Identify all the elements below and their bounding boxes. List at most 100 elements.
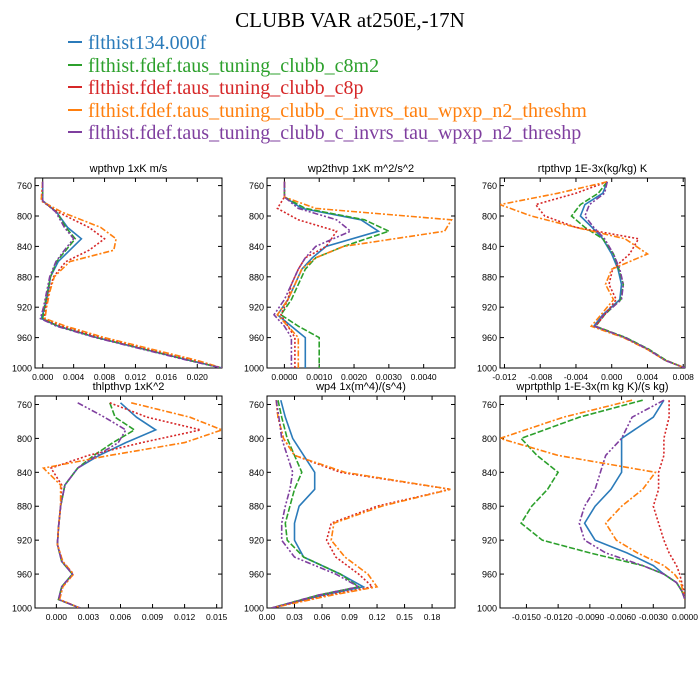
- x-tick-label: 0.000: [46, 612, 68, 622]
- y-tick-label: 960: [249, 570, 264, 580]
- x-tick-label: -0.004: [564, 372, 588, 382]
- series-line: [276, 181, 338, 368]
- y-tick-label: 1000: [244, 604, 264, 614]
- series-line: [56, 402, 158, 608]
- y-tick-label: 840: [482, 242, 497, 252]
- y-tick-label: 960: [482, 570, 497, 580]
- y-tick-label: 840: [482, 468, 497, 478]
- x-tick-label: -0.0060: [607, 612, 636, 622]
- x-tick-label: 0.020: [187, 372, 209, 382]
- chart-panel: thlpthvp 1xK^2 760 800 840 880 920 960 1000 0.00…: [12, 381, 228, 622]
- y-tick-label: 960: [249, 333, 264, 343]
- y-tick-label: 760: [17, 181, 32, 191]
- series-line: [276, 181, 453, 368]
- series-line: [271, 400, 361, 608]
- panel-title: rtpthvp 1E-3x(kg/kg) K: [538, 163, 648, 175]
- y-tick-label: 960: [17, 570, 32, 580]
- x-tick-label: 0.0000: [672, 612, 698, 622]
- y-tick-label: 880: [249, 502, 264, 512]
- y-tick-label: 1000: [477, 364, 497, 374]
- series-line: [271, 400, 361, 608]
- series-line: [579, 181, 685, 368]
- plot-frame: [34, 177, 223, 369]
- legend-item: flthist.fdef.taus_tuning_clubb_c8p: [68, 77, 587, 100]
- y-tick-label: 920: [249, 536, 264, 546]
- plot-frame: [34, 395, 223, 609]
- series-line: [39, 181, 222, 368]
- y-tick-label: 920: [482, 303, 497, 313]
- y-tick-label: 920: [482, 536, 497, 546]
- y-tick-label: 840: [249, 468, 264, 478]
- series-line: [56, 402, 127, 608]
- x-tick-label: 0.009: [142, 612, 164, 622]
- series-line: [40, 181, 222, 368]
- x-tick-label: 0.06: [314, 612, 331, 622]
- y-tick-label: 1000: [12, 604, 32, 614]
- series-line: [271, 399, 366, 608]
- legend-label: flthist134.000f: [88, 32, 207, 54]
- x-tick-label: 0.008: [94, 372, 116, 382]
- chart-panel: wpthvp 1xK m/s76080084088092096010000.00…: [12, 163, 223, 382]
- legend-swatch: [68, 63, 82, 66]
- series-line: [41, 181, 222, 368]
- x-tick-label: -0.0150: [512, 612, 541, 622]
- y-tick-label: 800: [17, 212, 32, 222]
- legend-swatch: [68, 108, 82, 111]
- x-tick-label: -0.0030: [639, 612, 668, 622]
- series-line: [583, 181, 685, 368]
- x-tick-label: -0.0120: [544, 612, 573, 622]
- y-tick-label: 800: [482, 212, 497, 222]
- x-tick-label: -0.012: [492, 372, 516, 382]
- x-tick-label: 0.09: [341, 612, 358, 622]
- y-tick-label: 800: [17, 434, 32, 444]
- x-tick-label: 0.0040: [411, 372, 437, 382]
- y-tick-label: 880: [482, 272, 497, 282]
- x-tick-label: 0.00: [259, 612, 276, 622]
- y-tick-label: 760: [249, 400, 264, 410]
- y-tick-label: 800: [482, 434, 497, 444]
- legend-label: flthist.fdef.taus_tuning_clubb_c8p: [88, 77, 364, 99]
- x-tick-label: 0.012: [174, 612, 196, 622]
- y-tick-label: 920: [17, 536, 32, 546]
- y-tick-label: 880: [482, 502, 497, 512]
- x-tick-label: 0.012: [125, 372, 147, 382]
- series-line: [271, 400, 451, 608]
- legend-swatch: [68, 131, 82, 134]
- plot-frame: [499, 177, 686, 369]
- x-tick-label: 0.0030: [376, 372, 402, 382]
- y-tick-label: 920: [17, 303, 32, 313]
- x-tick-label: 0.03: [286, 612, 303, 622]
- x-tick-label: 0.016: [156, 372, 178, 382]
- legend-label: flthist.fdef.taus_tuning_clubb_c_invrs_t…: [88, 122, 582, 144]
- y-tick-label: 760: [249, 181, 264, 191]
- y-tick-label: 800: [249, 212, 264, 222]
- x-tick-label: -0.0090: [575, 612, 604, 622]
- chart-panel: wp2thvp 1xK m^2/s^2 760 800 840 880 920 960 100…: [244, 163, 456, 382]
- y-tick-label: 1000: [12, 364, 32, 374]
- series-line: [578, 399, 685, 600]
- chart-panel: wp4 1x(m^4)/(s^4)76080084088092096010000…: [244, 381, 456, 622]
- plot-frame: [499, 395, 686, 609]
- x-tick-label: 0.000: [601, 372, 623, 382]
- y-tick-label: 920: [249, 303, 264, 313]
- y-tick-label: 840: [249, 242, 264, 252]
- plot-frame: [266, 395, 456, 609]
- y-tick-label: 960: [482, 333, 497, 343]
- series-line: [49, 402, 201, 608]
- series-line: [271, 400, 451, 608]
- series-line: [500, 399, 685, 600]
- series-line: [534, 181, 685, 368]
- legend-label: flthist.fdef.taus_tuning_clubb_c8m2: [88, 54, 380, 77]
- panel-title: wp2thvp 1xK m^2/s^2: [307, 163, 414, 175]
- chart-panel: wprtpthlp 1-E-3x(m kg K)/(s kg) 760 800 840…: [477, 381, 698, 622]
- series-line: [519, 399, 685, 600]
- series-line: [40, 181, 222, 368]
- panel-title: wpthvp 1xK m/s: [89, 163, 168, 175]
- legend: flthist134.000f flthist.fdef.taus_tuning…: [68, 32, 587, 145]
- x-tick-label: 0.004: [63, 372, 85, 382]
- legend-label: flthist.fdef.taus_tuning_clubb_c_invrs_t…: [88, 99, 587, 122]
- legend-item: flthist.fdef.taus_tuning_clubb_c8m2: [68, 55, 587, 78]
- y-tick-label: 840: [17, 242, 32, 252]
- y-tick-label: 1000: [477, 604, 497, 614]
